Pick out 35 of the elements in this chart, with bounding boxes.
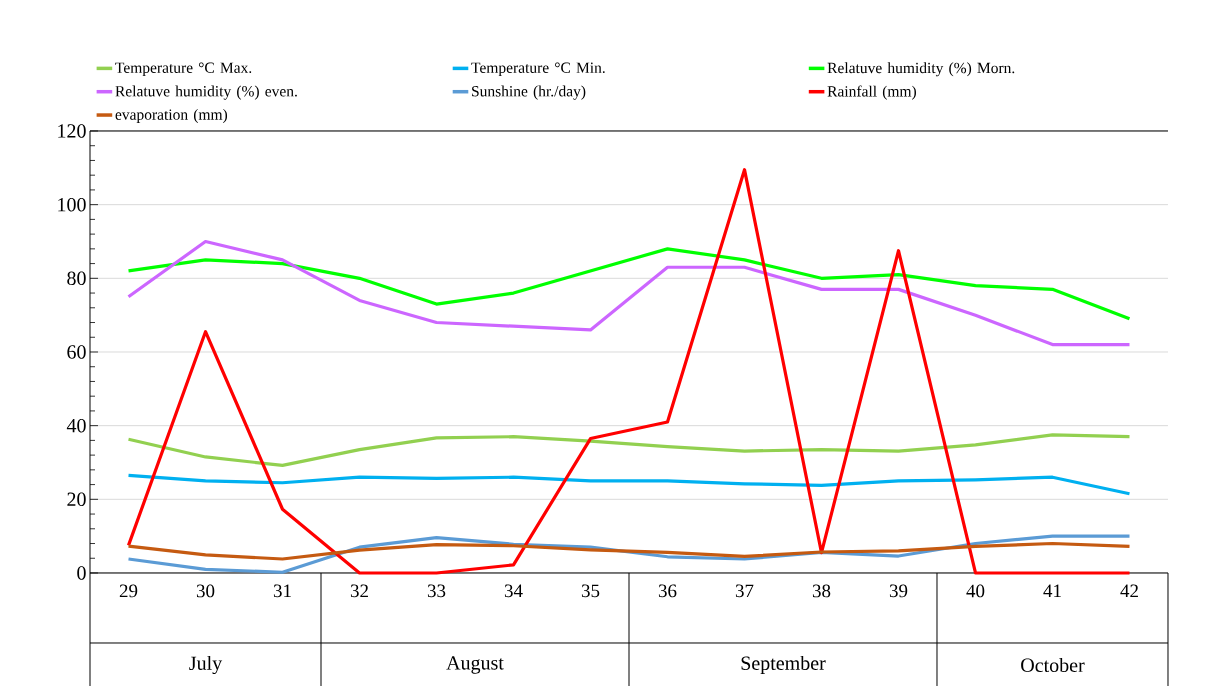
y-tick-label: 0: [77, 566, 86, 580]
x-tick-label: 33: [427, 584, 446, 598]
x-tick-label: 35: [581, 584, 600, 598]
x-tick-label: 30: [196, 584, 215, 598]
x-tick-label: 41: [1043, 584, 1061, 598]
text: October: [1021, 657, 1085, 673]
y-tick-label: 80: [67, 271, 86, 286]
x-tick-label: 40: [966, 584, 985, 598]
legend-label: Rainfall (mm): [827, 85, 916, 100]
x-tick-label: 36: [658, 584, 677, 598]
x-tick-label: 37: [735, 584, 754, 598]
x-tick-label: 29: [119, 584, 138, 598]
text: September: [741, 655, 826, 675]
legend-label: evaporation (mm): [115, 108, 228, 123]
y-tick-label: 20: [67, 492, 86, 507]
y-tick-label: 100: [58, 197, 86, 212]
legend-label: Relatuve humidity (%) Morn.: [827, 62, 1015, 77]
line-series: [126, 473, 1132, 496]
x-tick-label: 42: [1120, 584, 1138, 598]
legend-label: Temperature °C Min.: [471, 62, 605, 77]
x-tick-label: 38: [812, 584, 831, 598]
x-tick-label: 32: [350, 584, 368, 598]
x-tick-label: 39: [889, 584, 908, 598]
legend-label: Temperature °C Max.: [115, 62, 252, 77]
x-tick-label: 34: [504, 584, 523, 598]
y-tick-label: 120: [58, 124, 86, 138]
text: July: [189, 655, 223, 675]
line-series: [126, 541, 1132, 561]
legend-label: Relatuve humidity (%) even.: [115, 85, 297, 100]
legend-label: Sunshine (hr./day): [472, 85, 586, 100]
y-tick-label: 40: [66, 418, 86, 433]
line-series: [126, 433, 1132, 468]
text: August: [446, 656, 504, 674]
x-tick-label: 31: [273, 584, 291, 598]
y-tick-label: 60: [67, 345, 86, 359]
